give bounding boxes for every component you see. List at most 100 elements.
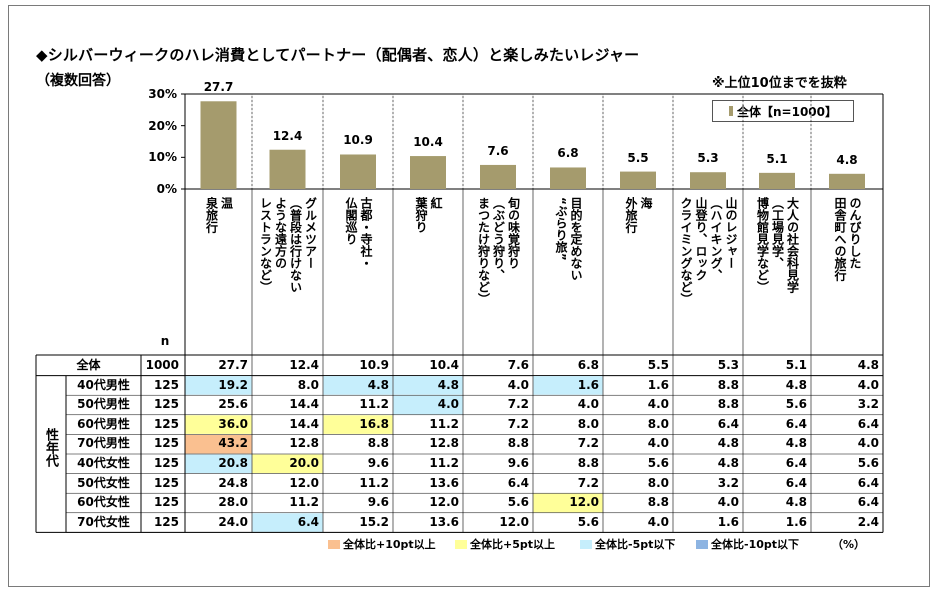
bar-value-label: 4.8 bbox=[836, 152, 858, 167]
table-cell: 5.3 bbox=[717, 358, 739, 372]
table-cell: 9.6 bbox=[367, 456, 389, 470]
ytick-label: 30% bbox=[148, 87, 177, 101]
bar bbox=[340, 154, 376, 189]
chart-note: ※上位10位までを抜粋 bbox=[712, 76, 847, 91]
category-label-line: 古都・寺社・ bbox=[359, 197, 373, 269]
bar bbox=[410, 156, 446, 189]
row-label: 40代女性 bbox=[77, 456, 130, 470]
table-cell: 8.8 bbox=[647, 495, 669, 510]
highlight-cell bbox=[252, 513, 323, 532]
category-label-line: （ぶどう狩り、 bbox=[491, 197, 506, 281]
table-cell: 3.2 bbox=[717, 475, 739, 490]
table-cell: 4.0 bbox=[717, 495, 739, 510]
legend-swatch bbox=[729, 106, 733, 116]
highlight-cell bbox=[393, 376, 463, 395]
category-label-line: 温 bbox=[219, 197, 234, 209]
row-label: 50代男性 bbox=[77, 397, 130, 412]
highlight-cell bbox=[533, 376, 603, 395]
table-cell: 11.2 bbox=[359, 475, 389, 490]
bar bbox=[759, 172, 795, 189]
category-label: 山のレジャー （ハイキング、 山登り、ロック クライミングなど） bbox=[678, 197, 738, 349]
category-label-line: （ハイキング、 bbox=[709, 197, 723, 281]
table-cell: 6.4 bbox=[857, 475, 879, 490]
table-cell: 5.1 bbox=[785, 358, 807, 372]
table-cell: 5.6 bbox=[785, 397, 807, 412]
bar bbox=[480, 164, 516, 189]
table-cell: 28.0 bbox=[218, 495, 248, 510]
table-cell: 6.4 bbox=[785, 416, 807, 431]
category-label-line: 外旅行 bbox=[624, 197, 638, 233]
table-cell: 1.6 bbox=[577, 377, 599, 392]
table-cell: 24.8 bbox=[218, 475, 248, 490]
row-label: 60代女性 bbox=[77, 495, 130, 510]
table-cell: 4.0 bbox=[507, 377, 529, 392]
category-label-line: ような遠方の bbox=[273, 197, 288, 269]
category-label-line: 山登り、ロック bbox=[694, 197, 708, 281]
table-cell: 8.8 bbox=[717, 397, 739, 412]
highlight-key-label: 全体比-5pt以下 bbox=[595, 538, 676, 552]
table-cell: 7.2 bbox=[577, 475, 599, 490]
highlight-key-label: 全体比+10pt以上 bbox=[343, 538, 436, 552]
highlight-key-label: 全体比+5pt以上 bbox=[470, 538, 556, 552]
category-label: 紅葉狩り bbox=[413, 197, 443, 349]
category-label: グルメツアー （普段は行けない ような遠方の レストランなど） bbox=[258, 197, 318, 349]
highlight-cell bbox=[252, 454, 323, 474]
chart-subtitle: （複数回答） bbox=[36, 73, 120, 89]
bar-value-label: 10.4 bbox=[413, 135, 443, 150]
side-label: 性年代 bbox=[43, 428, 58, 467]
table-cell: 8.0 bbox=[297, 377, 319, 392]
highlight-key-swatch bbox=[696, 539, 708, 549]
table-cell: 9.6 bbox=[367, 495, 389, 510]
table-cell: 6.4 bbox=[785, 456, 807, 470]
table-cell: 9.6 bbox=[507, 456, 529, 470]
table-cell: 11.2 bbox=[429, 456, 459, 470]
highlight-key-item: 全体比+10pt以上 bbox=[328, 536, 436, 552]
table-cell: 13.6 bbox=[429, 514, 459, 529]
table-cell: 8.8 bbox=[577, 456, 599, 470]
table-cell: 4.8 bbox=[857, 358, 879, 372]
row-label: 70代女性 bbox=[77, 514, 130, 529]
bar-value-label: 7.6 bbox=[487, 143, 509, 158]
bar-value-label: 5.3 bbox=[697, 151, 719, 166]
row-n: 125 bbox=[153, 475, 179, 490]
table-cell: 6.4 bbox=[717, 416, 739, 431]
chart-title: ◆シルバーウィークのハレ消費としてパートナー（配偶者、恋人）と楽しみたいレジャー bbox=[36, 46, 640, 64]
category-label-line: “ぶらり旅” bbox=[554, 197, 568, 261]
highlight-cell bbox=[185, 376, 252, 395]
row-n: 125 bbox=[153, 377, 179, 392]
table-cell: 5.6 bbox=[577, 514, 599, 529]
table-cell: 12.0 bbox=[499, 514, 529, 529]
row-label: 70代男性 bbox=[77, 436, 130, 451]
bar-value-label: 10.9 bbox=[343, 133, 373, 148]
table-cell: 7.2 bbox=[507, 416, 529, 431]
row-n: 125 bbox=[153, 495, 179, 510]
legend: 全体【n=1000】 bbox=[712, 100, 854, 122]
table-cell: 1.6 bbox=[647, 377, 669, 392]
category-label-line: のんびりした bbox=[848, 197, 862, 269]
category-label-line: 海 bbox=[639, 197, 653, 209]
table-cell: 5.6 bbox=[857, 456, 879, 470]
table-cell: 20.0 bbox=[289, 456, 319, 470]
table-cell: 14.4 bbox=[289, 416, 319, 431]
highlight-key-swatch bbox=[455, 539, 467, 549]
table-cell: 6.4 bbox=[507, 475, 529, 490]
table-cell: 15.2 bbox=[359, 514, 389, 529]
row-label: 60代男性 bbox=[77, 416, 130, 431]
bar bbox=[829, 173, 865, 189]
table-cell: 12.0 bbox=[569, 495, 599, 510]
table-cell: 4.8 bbox=[785, 436, 807, 451]
table-cell: 12.8 bbox=[289, 436, 319, 451]
ytick-label: 20% bbox=[148, 118, 177, 133]
table-cell: 24.0 bbox=[218, 514, 248, 529]
table-cell: 3.2 bbox=[857, 397, 879, 412]
table-cell: 2.4 bbox=[857, 514, 879, 529]
table-cell: 1.6 bbox=[785, 514, 807, 529]
category-label-line: 紅 bbox=[429, 197, 443, 209]
highlight-key-swatch bbox=[328, 539, 340, 549]
table-cell: 4.8 bbox=[785, 377, 807, 392]
category-label-line: レストランなど） bbox=[258, 197, 273, 293]
category-label-line: （工場見学、 bbox=[770, 197, 785, 269]
row-n: 1000 bbox=[145, 358, 179, 372]
row-n: 125 bbox=[153, 456, 179, 470]
table-cell: 20.8 bbox=[218, 456, 248, 470]
